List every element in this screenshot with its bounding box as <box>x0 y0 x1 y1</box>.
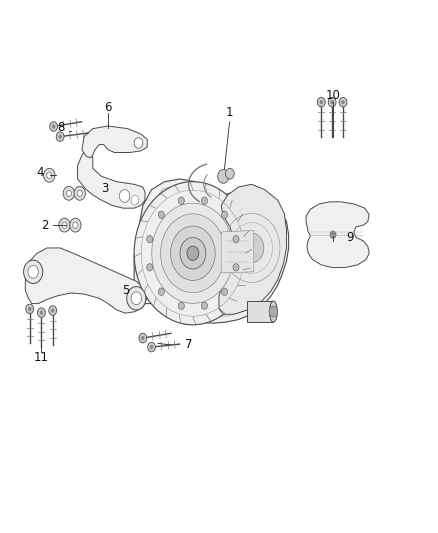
Circle shape <box>59 218 70 232</box>
Circle shape <box>58 134 62 139</box>
Text: 7: 7 <box>185 338 192 351</box>
Circle shape <box>330 231 336 238</box>
Polygon shape <box>25 248 147 313</box>
Circle shape <box>73 222 78 228</box>
Circle shape <box>226 168 234 179</box>
Text: 4: 4 <box>37 166 44 179</box>
Circle shape <box>240 233 264 263</box>
Text: 6: 6 <box>104 101 112 114</box>
Circle shape <box>201 197 208 205</box>
Circle shape <box>70 218 81 232</box>
Circle shape <box>52 124 55 128</box>
Text: 8: 8 <box>57 121 65 134</box>
Circle shape <box>328 98 336 107</box>
Circle shape <box>161 214 225 293</box>
Text: 9: 9 <box>346 231 353 244</box>
Circle shape <box>341 100 345 104</box>
Circle shape <box>178 302 184 310</box>
Circle shape <box>148 342 155 352</box>
Polygon shape <box>306 202 369 268</box>
Circle shape <box>147 264 153 271</box>
Circle shape <box>339 98 347 107</box>
Circle shape <box>56 132 64 141</box>
Text: 2: 2 <box>41 219 49 232</box>
Polygon shape <box>221 230 254 273</box>
Circle shape <box>150 345 153 349</box>
Circle shape <box>134 138 143 148</box>
Circle shape <box>26 304 34 314</box>
Circle shape <box>28 307 32 311</box>
Circle shape <box>74 187 85 200</box>
Circle shape <box>38 308 46 317</box>
Circle shape <box>49 306 57 316</box>
Circle shape <box>318 98 325 107</box>
Circle shape <box>201 302 208 310</box>
Circle shape <box>127 287 146 310</box>
Polygon shape <box>78 150 145 208</box>
Circle shape <box>222 288 227 295</box>
Circle shape <box>44 168 55 182</box>
Text: 10: 10 <box>325 89 340 102</box>
Circle shape <box>134 182 252 325</box>
Circle shape <box>233 264 239 271</box>
Circle shape <box>178 197 184 205</box>
Circle shape <box>131 292 141 305</box>
Text: 3: 3 <box>101 182 108 195</box>
Circle shape <box>269 306 278 317</box>
Circle shape <box>40 311 43 315</box>
Circle shape <box>170 226 215 280</box>
Circle shape <box>180 238 206 269</box>
Text: 11: 11 <box>34 351 49 364</box>
Circle shape <box>24 260 43 284</box>
Text: 1: 1 <box>226 106 233 119</box>
Circle shape <box>330 100 334 104</box>
Circle shape <box>233 236 239 243</box>
Circle shape <box>139 333 147 343</box>
Circle shape <box>218 169 229 183</box>
Circle shape <box>131 196 139 205</box>
Circle shape <box>152 203 234 303</box>
Polygon shape <box>219 184 286 314</box>
Circle shape <box>28 265 39 278</box>
Circle shape <box>119 190 130 203</box>
Circle shape <box>187 246 199 261</box>
Circle shape <box>158 288 164 295</box>
Polygon shape <box>247 301 273 322</box>
Circle shape <box>141 336 145 340</box>
Text: 5: 5 <box>122 284 129 297</box>
Polygon shape <box>134 179 289 323</box>
Circle shape <box>51 309 54 313</box>
Circle shape <box>47 172 52 179</box>
Circle shape <box>62 222 67 228</box>
Circle shape <box>222 211 227 219</box>
Circle shape <box>158 211 164 219</box>
Ellipse shape <box>269 301 277 322</box>
Circle shape <box>320 100 323 104</box>
Circle shape <box>147 236 153 243</box>
Circle shape <box>66 190 71 197</box>
Circle shape <box>63 187 74 200</box>
Polygon shape <box>82 126 147 158</box>
Circle shape <box>49 122 57 131</box>
Circle shape <box>77 190 82 197</box>
